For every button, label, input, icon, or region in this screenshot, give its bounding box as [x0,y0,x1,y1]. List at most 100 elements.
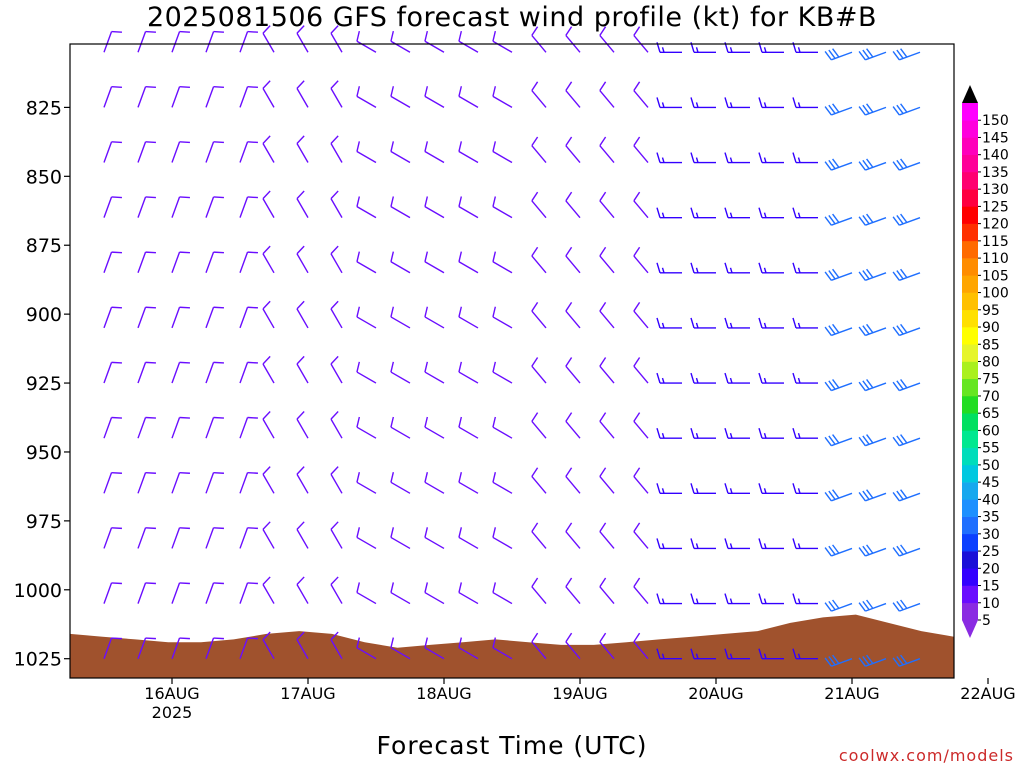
wind-barb [690,648,716,660]
wind-barb [137,86,156,108]
colorbar-label: 45 [982,475,1000,491]
wind-barb [758,152,784,164]
wind-barb [492,582,513,605]
wind-barb [892,489,921,502]
wind-barb [239,196,258,218]
wind-barb [824,379,853,392]
wind-barb [892,103,921,116]
wind-barb [239,416,258,439]
colorbar-swatch [962,275,978,293]
wind-barb [356,471,377,494]
colorbar-swatch [962,533,978,552]
wind-barb [492,141,513,164]
wind-barb [531,246,547,274]
x-tick-label: 16AUG [144,684,199,703]
wind-barb [458,30,479,53]
wind-barb [565,577,581,605]
wind-barb [330,576,343,604]
wind-barb [758,207,784,219]
colorbar-label: 135 [982,165,1009,181]
wind-barb [565,26,581,53]
wind-barb [565,81,581,108]
wind-barb [205,582,224,604]
wind-barb [296,80,309,108]
y-tick-label: 950 [26,442,62,464]
wind-barb [205,637,224,659]
wind-barb [758,593,784,605]
wind-barb [824,48,853,61]
wind-barb [424,251,445,274]
wind-barb [599,136,615,163]
wind-barb [330,466,343,494]
wind-barb [137,527,156,549]
wind-barb [171,196,190,218]
wind-barb [690,427,716,439]
wind-barb [492,86,513,109]
wind-barb [824,323,853,337]
wind-barb [390,361,411,384]
wind-barb [633,577,649,605]
wind-barb [531,26,547,53]
wind-barb [424,582,445,605]
colorbar-swatch [962,120,978,138]
wind-barb [356,527,377,550]
wind-barb [103,527,122,549]
wind-barb [239,251,258,274]
wind-barb [690,483,716,495]
wind-barb [171,582,190,604]
wind-barb [330,300,343,329]
colorbar-label: 10 [982,596,1000,612]
y-tick-label: 900 [26,304,62,326]
wind-barb [724,538,750,550]
wind-barb [390,86,411,109]
wind-barb [390,30,411,53]
wind-barb [633,412,649,439]
wind-barb [565,246,581,274]
wind-barb [892,158,921,171]
wind-barb [792,538,818,550]
wind-barb [633,522,649,549]
wind-barb [458,361,479,384]
wind-barb [330,135,343,163]
colorbar-label: 35 [982,510,1000,526]
wind-barb [262,355,275,384]
wind-barb [690,372,716,384]
wind-barb [424,196,445,219]
wind-barb [656,648,682,660]
x-tick-year: 2025 [152,703,193,722]
wind-barb [390,141,411,164]
wind-barb [724,262,750,274]
wind-barb [239,141,258,163]
wind-barb [724,372,750,384]
wind-barb [633,357,649,384]
wind-barb [262,190,275,219]
wind-barb [103,86,122,108]
colorbar-label: 110 [982,251,1009,267]
colorbar-swatch [962,568,978,586]
wind-barb [531,467,547,494]
colorbar-top-arrow [962,85,978,103]
x-axis-title: Forecast Time (UTC) [376,731,648,760]
colorbar-swatch [962,430,978,448]
colorbar-swatch [962,464,978,483]
wind-barb [724,152,750,164]
colorbar-label: 80 [982,355,1000,371]
wind-barb [633,26,649,53]
wind-barb [205,527,224,549]
wind-barb [656,427,682,439]
wind-barb [824,268,853,281]
wind-barb [262,576,275,604]
wind-barb [171,471,190,494]
wind-barb [724,648,750,660]
wind-barb [824,489,853,502]
wind-barb [356,582,377,605]
wind-barb [690,538,716,550]
wind-barb [424,86,445,109]
wind-barb [424,306,445,329]
colorbar-swatch [962,171,978,190]
colorbar-swatch [962,137,978,155]
y-tick-label: 925 [26,373,62,395]
colorbar-label: 15 [982,579,1000,595]
wind-barb [858,544,887,557]
wind-barb [262,631,275,660]
